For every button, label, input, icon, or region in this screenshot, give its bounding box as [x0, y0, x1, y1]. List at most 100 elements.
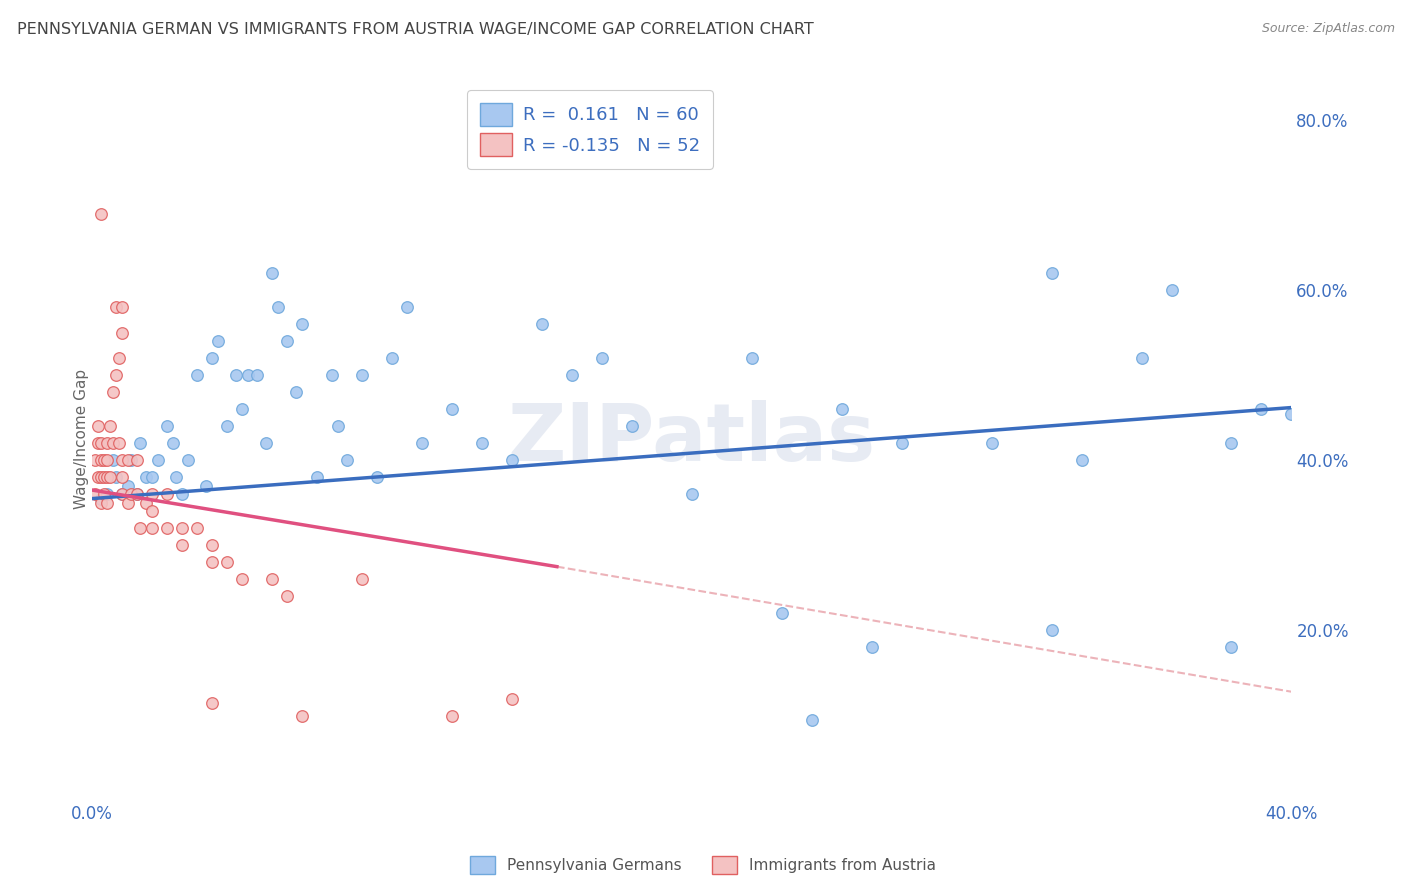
Point	[326, 419, 349, 434]
Point	[90, 491, 112, 506]
Point	[96, 453, 118, 467]
Point	[1250, 402, 1272, 417]
Point	[111, 326, 134, 340]
Point	[117, 479, 139, 493]
Point	[217, 419, 239, 434]
Point	[285, 385, 308, 400]
Point	[141, 487, 163, 501]
Point	[1040, 624, 1063, 638]
Point	[105, 470, 128, 484]
Point	[127, 487, 149, 501]
Point	[93, 470, 115, 484]
Point	[267, 300, 290, 314]
Point	[156, 487, 179, 501]
Point	[84, 453, 107, 467]
Point	[1281, 407, 1303, 421]
Point	[201, 696, 224, 710]
Point	[90, 206, 112, 220]
Point	[231, 573, 253, 587]
Point	[98, 419, 121, 434]
Legend: Pennsylvania Germans, Immigrants from Austria: Pennsylvania Germans, Immigrants from Au…	[464, 850, 942, 880]
Point	[186, 368, 208, 383]
Point	[108, 351, 131, 366]
Point	[141, 470, 163, 484]
Point	[90, 496, 112, 510]
Point	[186, 521, 208, 535]
Point	[1130, 351, 1153, 366]
Point	[162, 436, 184, 450]
Point	[111, 470, 134, 484]
Point	[101, 385, 124, 400]
Point	[108, 436, 131, 450]
Point	[225, 368, 247, 383]
Point	[276, 334, 298, 348]
Point	[105, 300, 128, 314]
Point	[172, 487, 194, 501]
Point	[681, 487, 703, 501]
Point	[87, 470, 110, 484]
Point	[440, 402, 463, 417]
Point	[156, 419, 179, 434]
Point	[262, 573, 284, 587]
Point	[146, 453, 169, 467]
Point	[741, 351, 763, 366]
Point	[291, 708, 314, 723]
Point	[111, 487, 134, 501]
Point	[1220, 640, 1243, 655]
Point	[129, 521, 152, 535]
Point	[98, 470, 121, 484]
Text: PENNSYLVANIA GERMAN VS IMMIGRANTS FROM AUSTRIA WAGE/INCOME GAP CORRELATION CHART: PENNSYLVANIA GERMAN VS IMMIGRANTS FROM A…	[17, 22, 814, 37]
Text: Source: ZipAtlas.com: Source: ZipAtlas.com	[1261, 22, 1395, 36]
Point	[129, 436, 152, 450]
Point	[111, 300, 134, 314]
Point	[860, 640, 883, 655]
Point	[177, 453, 200, 467]
Point	[381, 351, 404, 366]
Point	[471, 436, 494, 450]
Y-axis label: Wage/Income Gap: Wage/Income Gap	[73, 369, 89, 509]
Point	[350, 368, 373, 383]
Point	[770, 607, 793, 621]
Point	[591, 351, 613, 366]
Point	[440, 708, 463, 723]
Point	[135, 496, 157, 510]
Point	[165, 470, 187, 484]
Point	[980, 436, 1002, 450]
Point	[127, 453, 149, 467]
Point	[101, 453, 124, 467]
Point	[201, 538, 224, 552]
Point	[156, 521, 179, 535]
Point	[217, 555, 239, 569]
Point	[262, 266, 284, 280]
Point	[800, 713, 823, 727]
Point	[1220, 436, 1243, 450]
Point	[207, 334, 229, 348]
Point	[135, 470, 157, 484]
Point	[141, 521, 163, 535]
Legend: R =  0.161   N = 60, R = -0.135   N = 52: R = 0.161 N = 60, R = -0.135 N = 52	[467, 90, 713, 169]
Point	[276, 590, 298, 604]
Point	[195, 479, 218, 493]
Point	[117, 453, 139, 467]
Point	[620, 419, 643, 434]
Point	[201, 351, 224, 366]
Point	[321, 368, 343, 383]
Point	[246, 368, 269, 383]
Point	[127, 487, 149, 501]
Point	[231, 402, 253, 417]
Point	[84, 487, 107, 501]
Point	[101, 436, 124, 450]
Point	[120, 453, 142, 467]
Point	[96, 436, 118, 450]
Point	[561, 368, 583, 383]
Point	[117, 496, 139, 510]
Point	[120, 487, 142, 501]
Point	[236, 368, 259, 383]
Point	[530, 317, 553, 331]
Point	[105, 368, 128, 383]
Point	[90, 453, 112, 467]
Point	[111, 487, 134, 501]
Point	[93, 453, 115, 467]
Point	[172, 538, 194, 552]
Point	[90, 436, 112, 450]
